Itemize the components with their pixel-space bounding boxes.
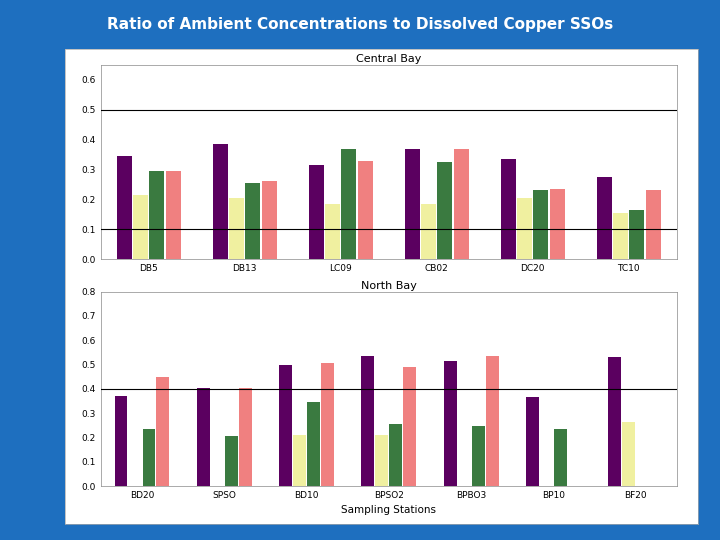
Bar: [150, 171, 164, 259]
Bar: [629, 210, 644, 259]
Bar: [421, 204, 436, 259]
Text: Ratio of Ambient Concentrations to Dissolved Copper SSOs: Ratio of Ambient Concentrations to Disso…: [107, 17, 613, 32]
Bar: [375, 435, 388, 486]
Bar: [444, 361, 456, 486]
Bar: [309, 165, 324, 259]
Bar: [472, 426, 485, 486]
Bar: [390, 424, 402, 486]
Bar: [485, 356, 498, 486]
Bar: [307, 402, 320, 486]
Bar: [229, 198, 244, 259]
Bar: [438, 162, 452, 259]
Bar: [156, 377, 169, 486]
Bar: [517, 198, 532, 259]
Bar: [321, 363, 334, 486]
Bar: [197, 388, 210, 486]
Bar: [550, 189, 564, 259]
Bar: [622, 422, 635, 486]
Bar: [341, 148, 356, 259]
Bar: [213, 144, 228, 259]
X-axis label: Sampling Stations: Sampling Stations: [341, 505, 436, 515]
Bar: [646, 191, 661, 259]
Bar: [262, 181, 276, 259]
Bar: [454, 148, 469, 259]
Bar: [526, 397, 539, 486]
Bar: [143, 429, 156, 486]
Bar: [403, 367, 416, 486]
Bar: [279, 364, 292, 486]
Bar: [613, 213, 628, 259]
Bar: [133, 195, 148, 259]
Title: Central Bay: Central Bay: [356, 54, 421, 64]
Bar: [534, 191, 549, 259]
Bar: [608, 357, 621, 486]
Bar: [501, 159, 516, 259]
Bar: [358, 160, 373, 259]
Bar: [246, 183, 261, 259]
Bar: [325, 204, 340, 259]
Bar: [361, 356, 374, 486]
Bar: [554, 429, 567, 486]
Bar: [293, 435, 306, 486]
Bar: [597, 177, 612, 259]
Bar: [239, 388, 252, 486]
Bar: [117, 156, 132, 259]
Bar: [225, 436, 238, 486]
Title: North Bay: North Bay: [361, 281, 417, 291]
Bar: [405, 148, 420, 259]
Bar: [166, 171, 181, 259]
Bar: [114, 396, 127, 486]
